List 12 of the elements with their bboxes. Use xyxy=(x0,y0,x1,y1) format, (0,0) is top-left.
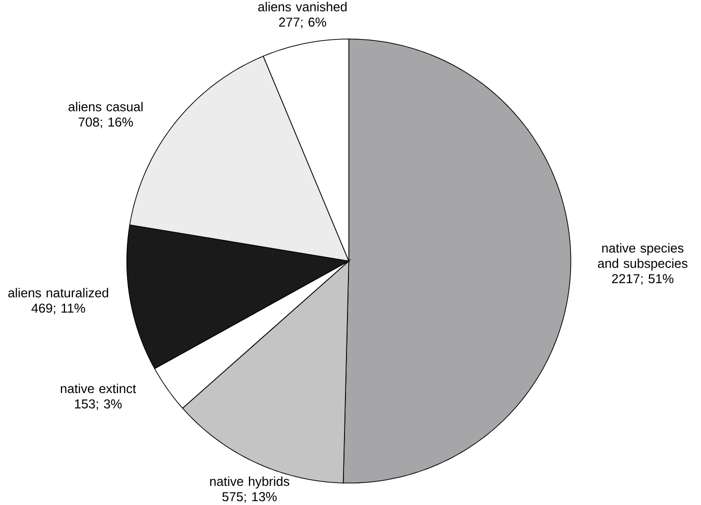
data-label: 469; 11% xyxy=(31,304,86,314)
data-label: 575; 13% xyxy=(222,492,277,503)
slice-label: native species and subspecies xyxy=(598,243,688,271)
data-label: 277; 6% xyxy=(279,18,326,28)
slice-label: native extinct xyxy=(60,384,136,394)
data-label: 2217; 51% xyxy=(612,274,674,285)
slice-label: aliens naturalized xyxy=(8,288,108,298)
slice-label: aliens casual xyxy=(68,102,143,112)
slice-label: native hybrids xyxy=(210,476,290,489)
data-label: 708; 16% xyxy=(78,118,133,128)
data-label: 153; 3% xyxy=(75,399,122,410)
slice-label: aliens vanished xyxy=(258,2,347,12)
